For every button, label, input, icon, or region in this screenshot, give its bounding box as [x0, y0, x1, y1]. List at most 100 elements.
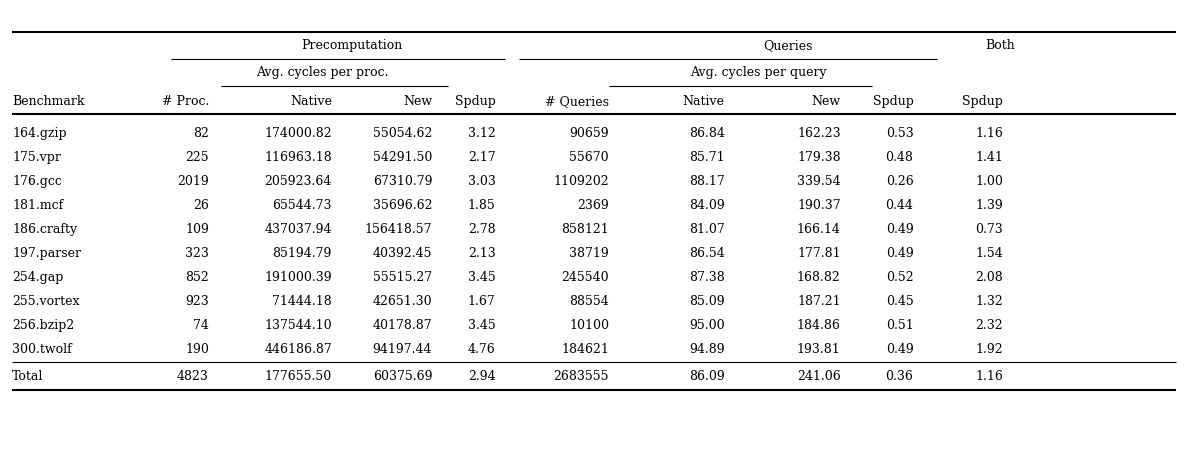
Text: 190: 190	[185, 343, 209, 356]
Text: Both: Both	[986, 39, 1015, 52]
Text: 90659: 90659	[570, 127, 609, 140]
Text: 1.16: 1.16	[975, 127, 1003, 140]
Text: 174000.82: 174000.82	[264, 127, 332, 140]
Text: 205923.64: 205923.64	[265, 175, 332, 188]
Text: 0.26: 0.26	[886, 175, 913, 188]
Text: 1.92: 1.92	[975, 343, 1003, 356]
Text: 86.09: 86.09	[689, 371, 725, 383]
Text: 38719: 38719	[570, 247, 609, 260]
Text: Benchmark: Benchmark	[12, 96, 85, 108]
Text: 85194.79: 85194.79	[272, 247, 332, 260]
Text: Spdup: Spdup	[873, 96, 913, 108]
Text: 0.44: 0.44	[886, 199, 913, 212]
Text: 85.71: 85.71	[689, 151, 725, 164]
Text: 446186.87: 446186.87	[264, 343, 332, 356]
Text: 3.12: 3.12	[468, 127, 496, 140]
Text: 60375.69: 60375.69	[373, 371, 432, 383]
Text: 323: 323	[185, 247, 209, 260]
Text: 82: 82	[193, 127, 209, 140]
Text: Total: Total	[12, 371, 43, 383]
Text: 166.14: 166.14	[796, 223, 841, 236]
Text: 156418.57: 156418.57	[364, 223, 432, 236]
Text: New: New	[812, 96, 841, 108]
Text: 35696.62: 35696.62	[373, 199, 432, 212]
Text: 858121: 858121	[561, 223, 609, 236]
Text: 10100: 10100	[568, 319, 609, 332]
Text: 254.gap: 254.gap	[12, 271, 63, 284]
Text: 177655.50: 177655.50	[265, 371, 332, 383]
Text: 26: 26	[193, 199, 209, 212]
Text: 87.38: 87.38	[689, 271, 725, 284]
Text: 4823: 4823	[177, 371, 209, 383]
Text: 2.78: 2.78	[468, 223, 496, 236]
Text: 164.gzip: 164.gzip	[12, 127, 67, 140]
Text: 186.crafty: 186.crafty	[12, 223, 78, 236]
Text: 95.00: 95.00	[689, 319, 725, 332]
Text: 179.38: 179.38	[796, 151, 841, 164]
Text: 0.36: 0.36	[886, 371, 913, 383]
Text: 1.41: 1.41	[975, 151, 1003, 164]
Text: 109: 109	[185, 223, 209, 236]
Text: 74: 74	[193, 319, 209, 332]
Text: 2.32: 2.32	[975, 319, 1003, 332]
Text: 2.13: 2.13	[468, 247, 496, 260]
Text: 42651.30: 42651.30	[373, 295, 432, 308]
Text: 40392.45: 40392.45	[373, 247, 432, 260]
Text: 175.vpr: 175.vpr	[12, 151, 61, 164]
Text: # Proc.: # Proc.	[161, 96, 209, 108]
Text: 256.bzip2: 256.bzip2	[12, 319, 74, 332]
Text: 176.gcc: 176.gcc	[12, 175, 62, 188]
Text: 1.54: 1.54	[975, 247, 1003, 260]
Text: 190.37: 190.37	[796, 199, 841, 212]
Text: 0.49: 0.49	[886, 223, 913, 236]
Text: 225: 225	[185, 151, 209, 164]
Text: 0.49: 0.49	[886, 343, 913, 356]
Text: 1.39: 1.39	[975, 199, 1003, 212]
Text: 0.45: 0.45	[886, 295, 913, 308]
Text: 55515.27: 55515.27	[373, 271, 432, 284]
Text: 85.09: 85.09	[689, 295, 725, 308]
Text: 94.89: 94.89	[689, 343, 725, 356]
Text: 0.51: 0.51	[886, 319, 913, 332]
Text: 88554: 88554	[570, 295, 609, 308]
Text: 0.52: 0.52	[886, 271, 913, 284]
Text: 1.16: 1.16	[975, 371, 1003, 383]
Text: 1109202: 1109202	[553, 175, 609, 188]
Text: 88.17: 88.17	[689, 175, 725, 188]
Text: 255.vortex: 255.vortex	[12, 295, 80, 308]
Text: 86.54: 86.54	[689, 247, 725, 260]
Text: 2683555: 2683555	[554, 371, 609, 383]
Text: 162.23: 162.23	[796, 127, 841, 140]
Text: 437037.94: 437037.94	[264, 223, 332, 236]
Text: 177.81: 177.81	[796, 247, 841, 260]
Text: 0.48: 0.48	[886, 151, 913, 164]
Text: 81.07: 81.07	[689, 223, 725, 236]
Text: Spdup: Spdup	[962, 96, 1003, 108]
Text: 2369: 2369	[577, 199, 609, 212]
Text: 191000.39: 191000.39	[264, 271, 332, 284]
Text: 197.parser: 197.parser	[12, 247, 81, 260]
Text: 86.84: 86.84	[689, 127, 725, 140]
Text: 84.09: 84.09	[689, 199, 725, 212]
Text: Queries: Queries	[763, 39, 813, 52]
Text: 187.21: 187.21	[796, 295, 841, 308]
Text: # Queries: # Queries	[544, 96, 609, 108]
Text: Precomputation: Precomputation	[302, 39, 402, 52]
Text: 339.54: 339.54	[796, 175, 841, 188]
Text: 193.81: 193.81	[796, 343, 841, 356]
Text: 2.17: 2.17	[468, 151, 496, 164]
Text: Avg. cycles per query: Avg. cycles per query	[690, 66, 826, 79]
Text: 184.86: 184.86	[796, 319, 841, 332]
Text: 3.03: 3.03	[468, 175, 496, 188]
Text: 55670: 55670	[570, 151, 609, 164]
Text: 181.mcf: 181.mcf	[12, 199, 63, 212]
Text: 1.85: 1.85	[468, 199, 496, 212]
Text: 1.32: 1.32	[975, 295, 1003, 308]
Text: New: New	[404, 96, 432, 108]
Text: 241.06: 241.06	[796, 371, 841, 383]
Text: 2.94: 2.94	[468, 371, 496, 383]
Text: 3.45: 3.45	[468, 319, 496, 332]
Text: 245540: 245540	[561, 271, 609, 284]
Text: 2019: 2019	[177, 175, 209, 188]
Text: 0.49: 0.49	[886, 247, 913, 260]
